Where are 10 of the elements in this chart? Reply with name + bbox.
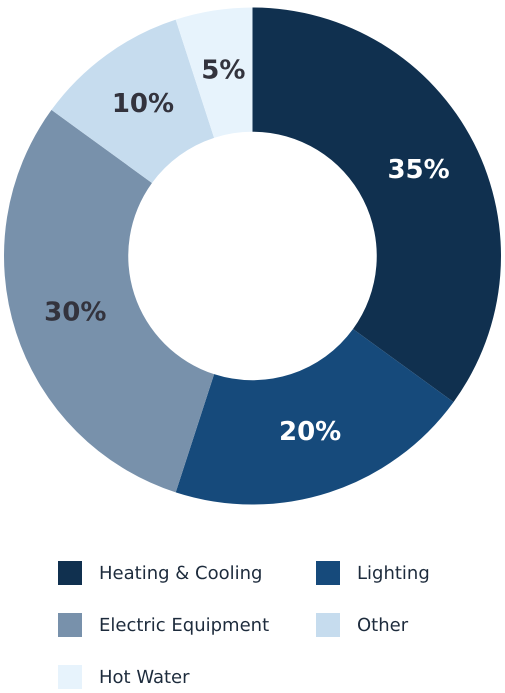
data-label: 5% <box>201 56 246 86</box>
data-label: 35% <box>387 155 450 186</box>
legend-label: Lighting <box>357 562 430 584</box>
data-label: 20% <box>278 417 342 448</box>
legend-label: Electric Equipment <box>99 614 270 636</box>
legend-label: Hot Water <box>99 666 190 688</box>
data-label: 10% <box>112 88 174 119</box>
legend-label: Heating & Cooling <box>99 562 262 584</box>
legend-label: Other <box>357 614 408 636</box>
data-label: 30% <box>44 297 106 328</box>
